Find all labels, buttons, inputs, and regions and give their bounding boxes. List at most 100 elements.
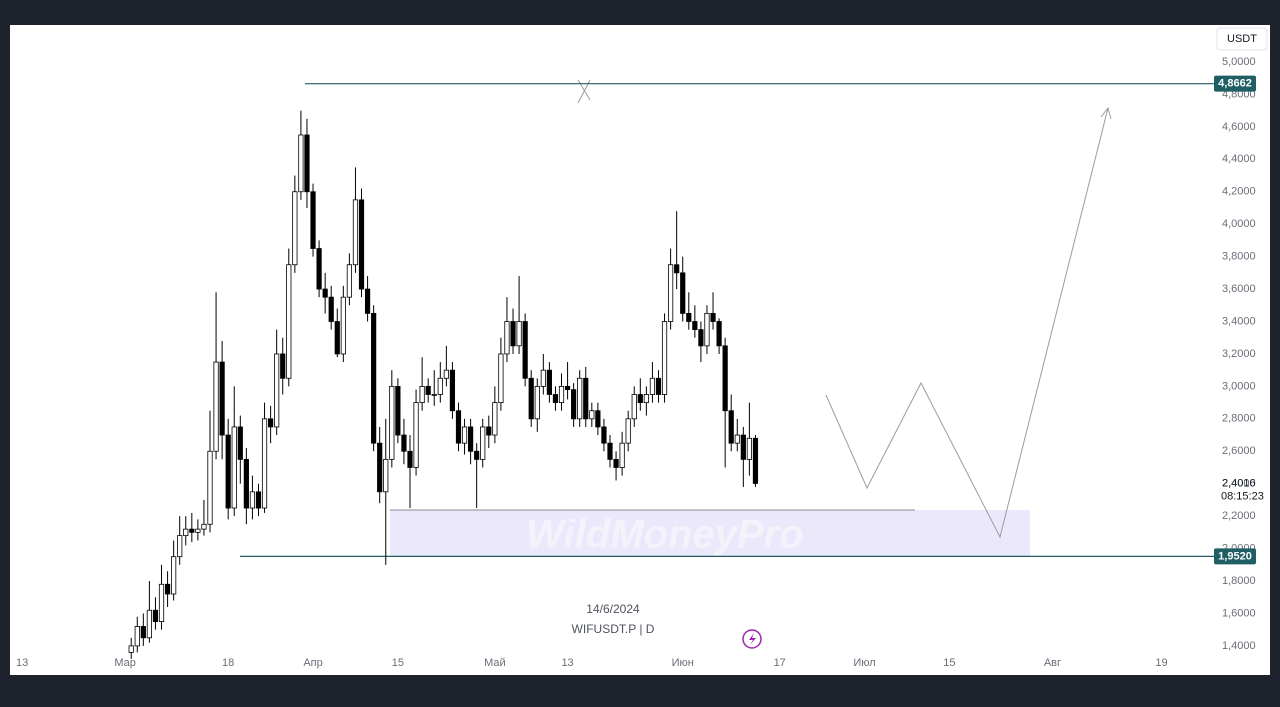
y-tick-label: 2,8000 — [1222, 413, 1256, 425]
candle-body — [140, 626, 146, 639]
y-tick-label: 2,2000 — [1222, 510, 1256, 522]
y-tick-label: 5,0000 — [1222, 56, 1256, 68]
x-tick-label: Июн — [672, 657, 694, 669]
y-tick-label: 2,4000 — [1222, 478, 1256, 490]
candle-body — [510, 321, 516, 347]
x-tick-label: 13 — [561, 657, 573, 669]
candle-body — [480, 426, 486, 460]
y-tick-label: 1,4000 — [1222, 640, 1256, 652]
replay-icon-bolt — [749, 633, 756, 645]
candle-body — [231, 426, 237, 509]
x-tick-label: 15 — [943, 657, 955, 669]
candle-body — [255, 491, 262, 509]
candle-body — [661, 321, 668, 395]
candle-body — [474, 450, 480, 460]
x-tick-label: Авг — [1044, 657, 1061, 669]
candle-body — [558, 385, 565, 404]
candle-body — [546, 369, 552, 395]
candle-body — [286, 264, 292, 379]
candle-body — [443, 369, 449, 379]
candle-body — [334, 321, 340, 355]
candle-body — [504, 321, 510, 355]
candle-body — [431, 394, 437, 396]
candle-body — [352, 199, 359, 266]
x-tick-label: 13 — [16, 657, 28, 669]
countdown: 08:15:23 — [1221, 490, 1264, 502]
level-label: 4,8662 — [1218, 78, 1252, 90]
x-tick-label: 15 — [392, 657, 404, 669]
candle-body — [171, 556, 177, 595]
level-label-box — [1214, 75, 1256, 92]
candle-body — [619, 442, 625, 468]
candle-body — [243, 458, 249, 509]
currency: USDT — [1227, 33, 1257, 45]
projection — [825, 107, 1109, 539]
candle-body — [395, 385, 401, 436]
candle-body — [595, 410, 601, 428]
candle-body — [322, 288, 328, 298]
candle-body — [577, 377, 583, 420]
candle-body — [213, 361, 219, 452]
symbol: WIFUSDT.P | D — [572, 622, 655, 636]
candle-body — [716, 321, 722, 347]
candle-body — [571, 389, 577, 420]
candle-body — [583, 377, 589, 420]
candle-body — [680, 272, 686, 314]
date: 14/6/2024 — [586, 602, 640, 616]
marks — [128, 83, 1215, 659]
candle-body — [219, 361, 225, 436]
candle-body — [304, 134, 310, 193]
candle-body — [486, 426, 492, 436]
candle-body — [655, 377, 662, 395]
candle-body — [649, 377, 656, 395]
candle-body — [346, 264, 352, 298]
candle-body — [280, 353, 286, 379]
candle-body — [734, 434, 740, 444]
candle-body — [152, 609, 159, 622]
candle-body — [146, 609, 152, 639]
x-tick-label: Апр — [303, 657, 322, 669]
candle-body — [564, 385, 571, 391]
x-tick-label: 17 — [774, 657, 786, 669]
replay-icon[interactable] — [742, 629, 762, 649]
candle-body — [740, 434, 746, 460]
candle-body — [643, 394, 649, 404]
candle-body — [534, 385, 540, 420]
candle-body — [364, 288, 371, 314]
candle-body — [298, 134, 304, 193]
arrow-head — [1100, 106, 1112, 120]
candle-body — [540, 369, 546, 387]
candle-body — [407, 450, 413, 468]
candle-body — [328, 296, 334, 322]
level-label: 1,9520 — [1218, 550, 1252, 562]
y-tick-label: 3,2000 — [1222, 348, 1256, 360]
x-tick-label: Май — [484, 657, 506, 669]
candle-body — [134, 626, 140, 647]
x-tick-label: Мар — [114, 657, 136, 669]
candle-body — [752, 437, 759, 484]
y-tick-label: 1,8000 — [1222, 575, 1256, 587]
candle-body — [552, 394, 559, 404]
candle-body — [128, 645, 134, 653]
y-tick-label: 4,6000 — [1222, 121, 1256, 133]
zone — [390, 510, 1030, 556]
candle-body — [401, 434, 407, 452]
candle-body — [728, 410, 734, 444]
candle-body — [637, 394, 643, 404]
y-tick-label: 4,0000 — [1222, 218, 1256, 230]
candle-body — [686, 312, 692, 322]
candle-body — [692, 321, 698, 331]
candle-body — [607, 442, 613, 460]
last-price: 2,4016 — [1222, 477, 1256, 489]
candle-body — [274, 353, 280, 428]
candle-body — [340, 296, 346, 355]
candle-body — [268, 418, 274, 428]
currency-box[interactable] — [1216, 27, 1268, 51]
candle-body — [449, 369, 456, 412]
candle-body — [195, 528, 201, 533]
y-tick-label: 2,6000 — [1222, 445, 1256, 457]
candle-body — [261, 418, 268, 509]
candle-body — [183, 528, 189, 537]
candle-body — [461, 426, 468, 444]
